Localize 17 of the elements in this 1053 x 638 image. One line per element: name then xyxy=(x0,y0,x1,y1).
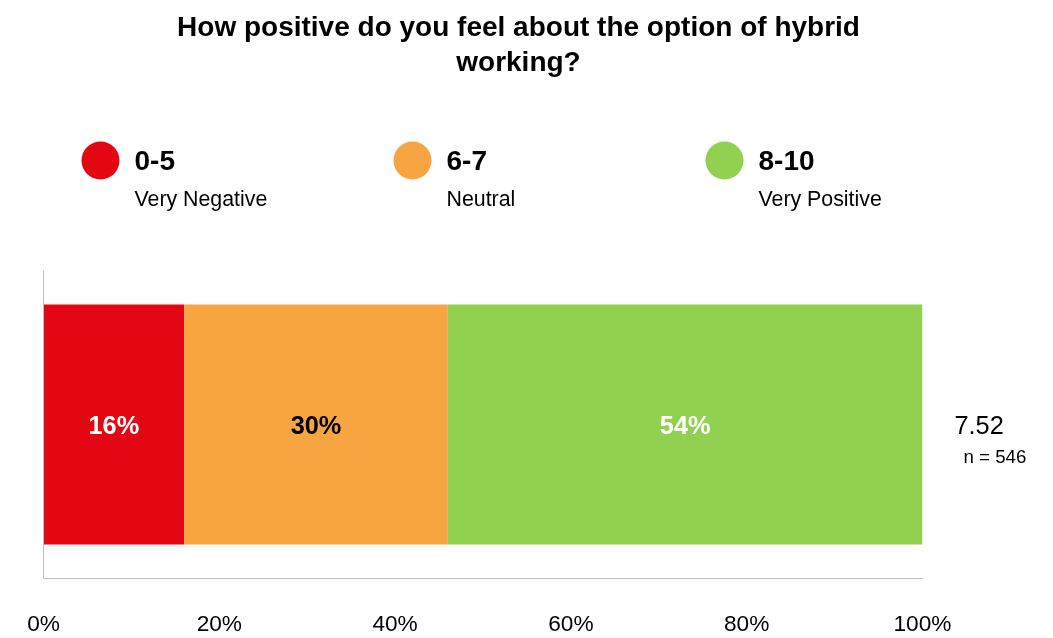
legend-label: 6-7 Neutral xyxy=(446,145,516,211)
x-tick-label: 60% xyxy=(548,609,594,636)
x-tick-label: 20% xyxy=(196,609,242,636)
text: 16% xyxy=(88,410,140,439)
x-tick-label: 80% xyxy=(724,609,770,636)
x-tick-label: 40% xyxy=(372,609,418,636)
x-tick-label: 100% xyxy=(893,609,952,636)
legend-label: 8-10 Very Positive xyxy=(758,145,882,211)
text: n = 546 xyxy=(963,445,1027,467)
text: 7.52 xyxy=(954,410,1004,439)
bar xyxy=(184,304,448,545)
x-tick-label: 0% xyxy=(27,609,60,636)
chart-title: How positive do you feel about the option of hybrid working? xyxy=(177,10,860,78)
text: 54% xyxy=(659,410,711,439)
bar xyxy=(43,304,185,545)
text: 30% xyxy=(290,410,342,439)
legend-label: 0-5 Very Negative xyxy=(134,145,268,211)
